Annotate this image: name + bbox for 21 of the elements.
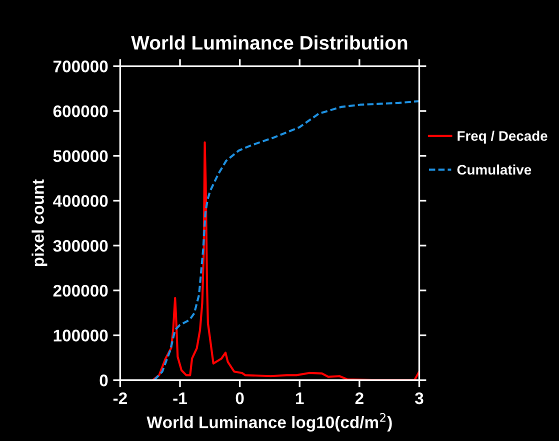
y-tick-label: 500000 xyxy=(53,150,108,162)
x-tick-label: -2 xyxy=(113,392,127,404)
legend-label: Cumulative xyxy=(457,164,532,175)
x-tick-label: 0 xyxy=(236,392,244,404)
x-tick-label: 1 xyxy=(296,392,304,404)
x-tick-label: -1 xyxy=(173,392,187,404)
y-tick-label: 400000 xyxy=(53,195,108,207)
x-tick-label: 2 xyxy=(355,392,364,404)
x-tick-label: 3 xyxy=(415,392,424,404)
line-series xyxy=(153,100,420,380)
y-tick-label: 100000 xyxy=(54,330,108,342)
x-axis-title: World Luminance log10(cd/m$^{2}$) xyxy=(146,413,392,432)
line-series xyxy=(152,141,420,380)
chart-title: World Luminance Distribution xyxy=(131,35,408,50)
y-tick-label: 0 xyxy=(100,374,108,386)
y-tick-label: 300000 xyxy=(53,240,108,252)
y-tick-label: 200000 xyxy=(53,284,108,297)
y-tick-label: 700000 xyxy=(53,60,108,72)
legend-label: Freq / Decade xyxy=(458,130,548,144)
y-tick-label: 600000 xyxy=(53,105,108,118)
y-axis-title: pixel count xyxy=(32,179,48,266)
